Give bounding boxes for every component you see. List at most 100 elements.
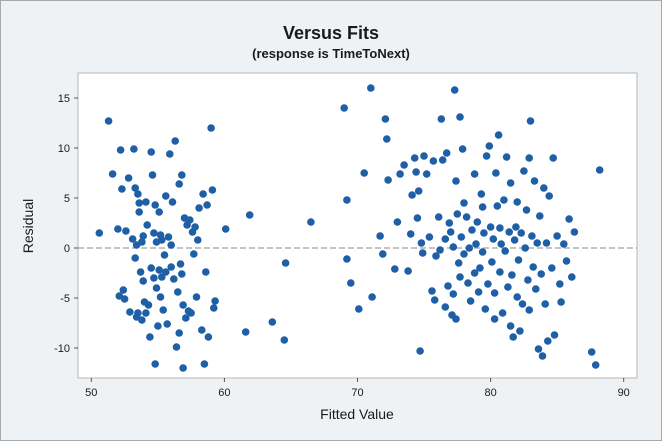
data-point bbox=[204, 333, 213, 341]
data-point bbox=[124, 174, 133, 182]
data-point bbox=[120, 295, 129, 303]
data-point bbox=[556, 280, 564, 288]
data-point bbox=[492, 169, 500, 177]
data-point bbox=[167, 241, 175, 249]
data-point bbox=[379, 250, 387, 258]
data-point bbox=[460, 199, 468, 207]
data-point bbox=[489, 235, 498, 243]
data-point bbox=[462, 213, 471, 221]
data-point bbox=[516, 327, 524, 335]
data-point bbox=[182, 314, 190, 322]
data-point bbox=[147, 148, 155, 156]
data-point bbox=[95, 229, 104, 237]
data-point bbox=[163, 320, 171, 328]
data-point bbox=[513, 293, 521, 301]
data-point bbox=[441, 303, 450, 311]
data-point bbox=[528, 232, 536, 240]
data-point bbox=[502, 153, 511, 161]
data-point bbox=[199, 190, 207, 198]
data-point bbox=[134, 309, 142, 317]
data-point bbox=[126, 308, 134, 316]
data-point bbox=[307, 218, 315, 226]
data-point bbox=[513, 198, 521, 206]
y-tick-label: -10 bbox=[54, 343, 70, 355]
data-point bbox=[456, 113, 464, 121]
data-point bbox=[456, 273, 464, 281]
data-point bbox=[343, 255, 351, 263]
data-point bbox=[557, 298, 565, 306]
data-point bbox=[474, 288, 483, 296]
data-point bbox=[522, 206, 531, 214]
data-point bbox=[498, 309, 507, 317]
data-point bbox=[138, 238, 146, 246]
data-point bbox=[466, 297, 475, 305]
data-point bbox=[176, 260, 185, 268]
data-point bbox=[434, 213, 443, 221]
data-point bbox=[147, 264, 155, 272]
data-point bbox=[158, 236, 166, 244]
data-point bbox=[473, 218, 482, 226]
data-point bbox=[108, 170, 117, 178]
data-point bbox=[280, 336, 289, 344]
data-point bbox=[144, 301, 153, 309]
data-point bbox=[464, 279, 472, 287]
data-point bbox=[167, 263, 175, 271]
data-point bbox=[396, 170, 404, 178]
data-point bbox=[406, 230, 415, 238]
data-point bbox=[506, 322, 515, 330]
data-point bbox=[444, 282, 452, 290]
data-point bbox=[429, 157, 438, 165]
data-point bbox=[452, 177, 460, 185]
data-point bbox=[493, 202, 502, 210]
x-tick-label: 60 bbox=[218, 387, 230, 399]
data-point bbox=[422, 170, 431, 178]
data-point bbox=[139, 277, 147, 285]
data-point bbox=[160, 251, 169, 259]
data-point bbox=[195, 204, 203, 212]
data-point bbox=[530, 177, 539, 185]
data-point bbox=[200, 360, 209, 368]
plot-area bbox=[77, 72, 638, 379]
data-point bbox=[211, 297, 219, 305]
data-point bbox=[150, 274, 158, 282]
data-point bbox=[154, 322, 162, 330]
data-point bbox=[454, 259, 463, 267]
data-point bbox=[465, 244, 474, 252]
data-point bbox=[587, 348, 596, 356]
data-point bbox=[438, 156, 447, 164]
data-point bbox=[497, 240, 506, 248]
data-point bbox=[142, 198, 150, 206]
data-point bbox=[119, 286, 128, 294]
data-point bbox=[548, 264, 556, 272]
y-tick-label: -5 bbox=[60, 293, 70, 305]
y-axis-label: Residual bbox=[20, 199, 36, 253]
data-point bbox=[175, 329, 183, 337]
x-tick-label: 70 bbox=[351, 387, 363, 399]
data-point bbox=[207, 124, 215, 132]
data-point bbox=[413, 214, 422, 222]
data-point bbox=[376, 232, 384, 240]
data-point bbox=[343, 196, 351, 204]
data-point bbox=[517, 229, 525, 237]
data-point bbox=[470, 269, 479, 277]
y-tick-label: 0 bbox=[64, 243, 70, 255]
data-point bbox=[128, 235, 137, 243]
data-point bbox=[203, 201, 211, 209]
data-point bbox=[187, 309, 195, 317]
data-point bbox=[478, 248, 487, 256]
data-point bbox=[151, 201, 159, 209]
data-point bbox=[496, 268, 504, 276]
data-point bbox=[150, 229, 158, 237]
data-point bbox=[134, 190, 142, 198]
data-point bbox=[436, 246, 444, 254]
data-point bbox=[595, 166, 604, 174]
data-point bbox=[480, 229, 488, 237]
data-point bbox=[142, 309, 150, 317]
data-point bbox=[148, 171, 157, 179]
data-point bbox=[529, 263, 537, 271]
data-point bbox=[545, 192, 553, 200]
data-point bbox=[441, 235, 450, 243]
data-point bbox=[414, 187, 423, 195]
